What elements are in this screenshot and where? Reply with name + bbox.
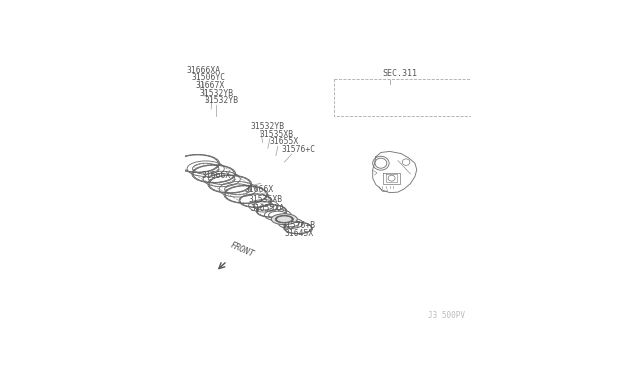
Ellipse shape — [275, 215, 293, 223]
Text: 31532YB: 31532YB — [204, 96, 238, 105]
Text: 31532YB: 31532YB — [200, 89, 234, 97]
Text: 31506YC: 31506YC — [191, 73, 225, 83]
Ellipse shape — [276, 216, 292, 222]
Text: 31666X: 31666X — [202, 171, 230, 180]
Text: 31535XB: 31535XB — [249, 195, 283, 204]
Ellipse shape — [271, 214, 298, 225]
Text: 31667X: 31667X — [196, 81, 225, 90]
Text: 31535XB: 31535XB — [260, 129, 294, 139]
Text: SEC.311: SEC.311 — [383, 69, 417, 78]
Text: 31666XA: 31666XA — [186, 66, 220, 75]
Text: 31645X: 31645X — [284, 229, 314, 238]
Text: 31655XA: 31655XA — [251, 203, 285, 213]
Text: 31576+B: 31576+B — [282, 221, 316, 230]
Text: J3 500PV: J3 500PV — [428, 311, 465, 320]
Text: 31655X: 31655X — [269, 137, 298, 146]
Text: 31532YB: 31532YB — [251, 122, 285, 131]
Text: 31576+C: 31576+C — [282, 145, 316, 154]
Text: FRONT: FRONT — [228, 241, 255, 260]
Text: 31666X: 31666X — [245, 185, 274, 194]
